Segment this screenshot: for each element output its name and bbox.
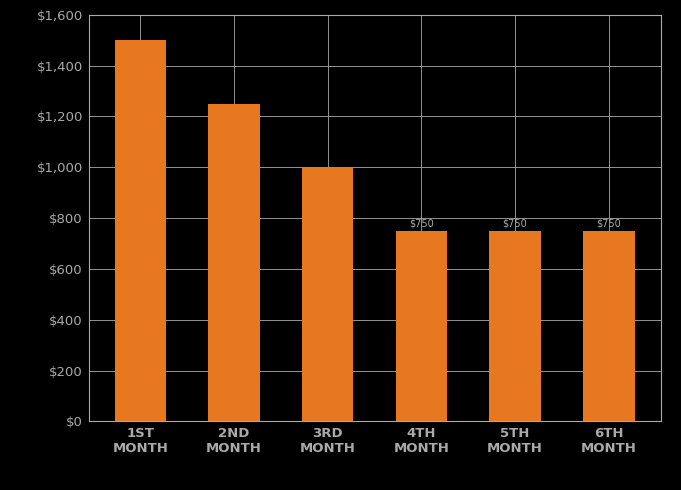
Bar xyxy=(583,231,635,421)
Bar xyxy=(114,40,166,421)
Bar xyxy=(302,167,353,421)
Bar xyxy=(396,231,447,421)
Text: $750: $750 xyxy=(503,219,528,229)
Bar xyxy=(490,231,541,421)
Bar xyxy=(208,104,259,421)
Text: $750: $750 xyxy=(409,219,434,229)
Text: $750: $750 xyxy=(597,219,621,229)
